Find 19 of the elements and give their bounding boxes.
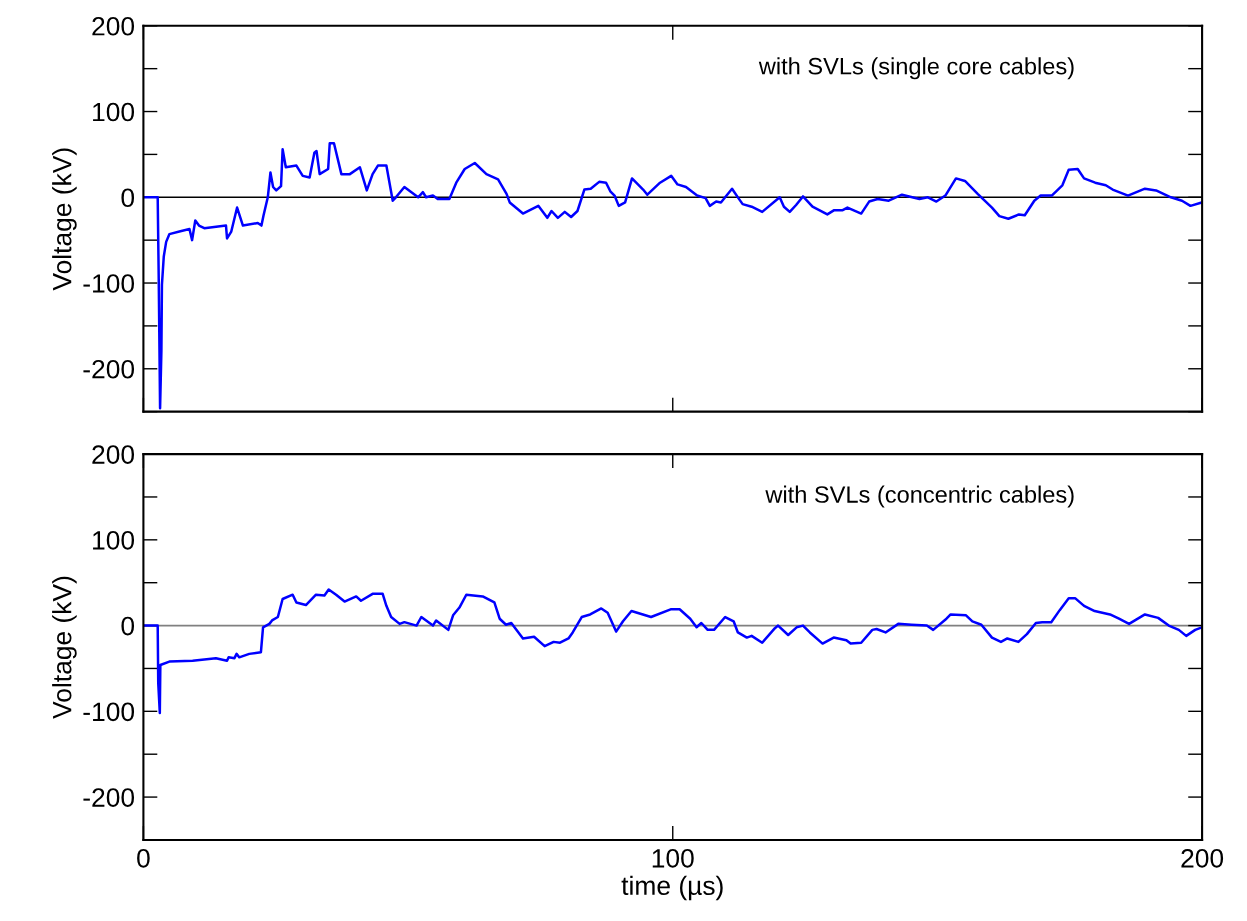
y-tick-label: -200 — [83, 788, 135, 807]
annotation: with SVLs (single core cables) — [758, 57, 1074, 80]
y-tick-label: -100 — [83, 702, 135, 722]
y-axis-title: Voltage (kV) — [52, 576, 77, 719]
y-axis-title: Voltage (kV) — [52, 148, 77, 291]
x-tick-label: 100 — [652, 848, 694, 868]
y-tick-label: -100 — [83, 274, 135, 293]
x-axis-title: time (µs) — [621, 875, 723, 901]
x-tick-label: 0 — [137, 848, 150, 868]
y-tick-label: 100 — [93, 102, 135, 122]
y-tick-label: 100 — [93, 530, 135, 550]
y-tick-label: 0 — [121, 188, 135, 208]
y-tick-label: 0 — [121, 616, 135, 636]
annotation: with SVLs (concentric cables) — [765, 485, 1074, 508]
line-series — [143, 588, 1203, 715]
y-tick-label: -200 — [83, 359, 135, 379]
y-tick-label: 200 — [92, 16, 135, 36]
y-tick-label: 200 — [92, 445, 135, 464]
x-tick-label: 200 — [1181, 848, 1224, 868]
